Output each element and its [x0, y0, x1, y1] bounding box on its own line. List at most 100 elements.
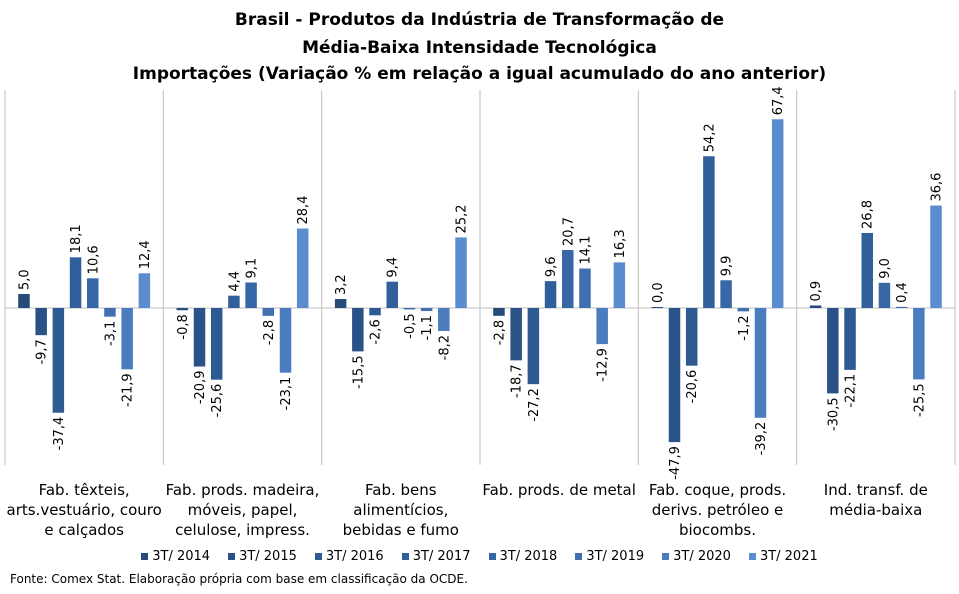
bar: [613, 262, 626, 308]
bar: [455, 237, 467, 308]
data-label: -39,2: [754, 422, 769, 456]
bar: [210, 308, 223, 380]
legend-item: 3T/ 2021: [748, 549, 818, 564]
category-label-line: Fab. prods. madeira,: [165, 481, 320, 499]
data-label: 5,0: [17, 269, 32, 290]
bar: [562, 250, 574, 308]
bar: [596, 308, 608, 345]
category-label-line: Ind. transf. de: [823, 481, 928, 499]
legend-item: 3T/ 2020: [662, 549, 731, 564]
legend-item: 3T/ 2014: [141, 549, 210, 564]
bar: [18, 294, 30, 308]
data-label: -20,9: [193, 371, 208, 405]
data-label: 9,6: [544, 256, 559, 277]
bar: [651, 307, 664, 308]
data-label: 26,8: [861, 200, 876, 229]
bar: [685, 308, 698, 366]
bar: [771, 119, 784, 308]
bar: [754, 308, 767, 418]
chart-title-line-1: Brasil - Produtos da Indústria de Transf…: [234, 10, 725, 30]
legend-label: 3T/ 2016: [325, 549, 384, 564]
category-label: Fab. prods. de metal: [480, 480, 638, 500]
category-label-line: e calçados: [44, 521, 124, 539]
legend-item: 3T/ 2016: [314, 549, 384, 564]
data-label: 0,0: [651, 282, 666, 303]
bar: [386, 281, 398, 308]
bar: [930, 205, 942, 308]
legend-item: 3T/ 2017: [401, 549, 471, 564]
data-label: 9,1: [245, 258, 260, 279]
bar: [809, 305, 822, 308]
bar: [737, 308, 750, 312]
legend-label: 3T/ 2019: [586, 549, 645, 564]
legend-swatch: [401, 553, 409, 560]
bar: [296, 228, 309, 308]
data-label: -12,9: [596, 348, 611, 382]
bar: [493, 308, 505, 316]
chart-title-line-3: Importações (Variação % em relação a igu…: [132, 64, 827, 84]
category-label-line: derivs. petróleo e: [651, 501, 784, 519]
bar: [138, 273, 151, 308]
category-label-line: celulose, impress.: [175, 521, 310, 539]
category-label: Fab. coque, prods. derivs. petróleo e bioc…: [638, 480, 796, 540]
bar: [668, 308, 681, 443]
legend-swatch: [314, 553, 322, 560]
bar: [228, 295, 240, 308]
data-label: -23,1: [279, 377, 294, 411]
data-label: -21,9: [121, 373, 136, 407]
legend-swatch: [748, 553, 756, 560]
bar: [369, 308, 381, 316]
category-label: Fab. têxteis, arts.vestuário, couro e calç…: [5, 480, 163, 540]
data-label: 28,4: [296, 196, 311, 225]
bar: [87, 278, 99, 308]
bar: [279, 308, 292, 373]
bar: [193, 308, 206, 367]
legend-item: 3T/ 2019: [575, 549, 644, 564]
legend-label: 3T/ 2017: [412, 549, 471, 564]
bar: [352, 308, 364, 352]
bar: [861, 232, 873, 308]
data-label: -25,5: [912, 383, 927, 417]
legend-swatch: [488, 553, 496, 560]
data-label: -18,7: [510, 364, 525, 398]
data-label: -27,2: [527, 388, 542, 422]
legend-swatch: [141, 553, 149, 560]
data-label: -20,6: [685, 370, 700, 404]
bar: [895, 306, 908, 308]
data-label: -15,5: [351, 355, 366, 389]
bar: [510, 308, 522, 361]
data-label: 0,9: [809, 281, 824, 302]
category-label-line: móveis, papel,: [187, 501, 298, 519]
bar: [121, 308, 133, 370]
category-label-line: biocombs.: [678, 521, 756, 539]
data-label: -2,8: [262, 320, 277, 345]
data-label: 36,6: [930, 173, 945, 202]
data-label: 3,2: [334, 274, 349, 295]
bar: [69, 257, 82, 308]
bar: [844, 308, 856, 370]
category-label-line: bebidas e fumo: [342, 521, 459, 539]
data-label: -3,1: [103, 321, 118, 346]
bar: [703, 156, 715, 308]
category-label-line: Fab. bens: [365, 481, 437, 499]
data-label: -1,2: [737, 315, 752, 340]
data-label: -25,6: [210, 384, 225, 418]
category-label-line: Fab. coque, prods.: [648, 481, 787, 499]
data-label: 9,0: [878, 258, 893, 279]
data-label: 12,4: [138, 240, 153, 269]
legend-label: 3T/ 2018: [499, 549, 558, 564]
legend-swatch: [228, 553, 236, 560]
data-label: 18,1: [69, 224, 84, 253]
data-label: 0,4: [895, 282, 910, 303]
legend-item: 3T/ 2015: [228, 549, 297, 564]
data-label: 4,4: [227, 271, 242, 292]
data-label: -8,2: [437, 335, 452, 360]
category-label: Ind. transf. de média-baixa: [797, 480, 955, 520]
data-label: -9,7: [35, 339, 50, 364]
legend-swatch: [575, 553, 583, 560]
data-label: 9,9: [720, 256, 735, 277]
category-label-line: arts.vestuário, couro: [6, 501, 162, 519]
source-note: Fonte: Comex Stat. Elaboração própria co…: [10, 572, 468, 586]
data-label: 25,2: [455, 204, 470, 233]
